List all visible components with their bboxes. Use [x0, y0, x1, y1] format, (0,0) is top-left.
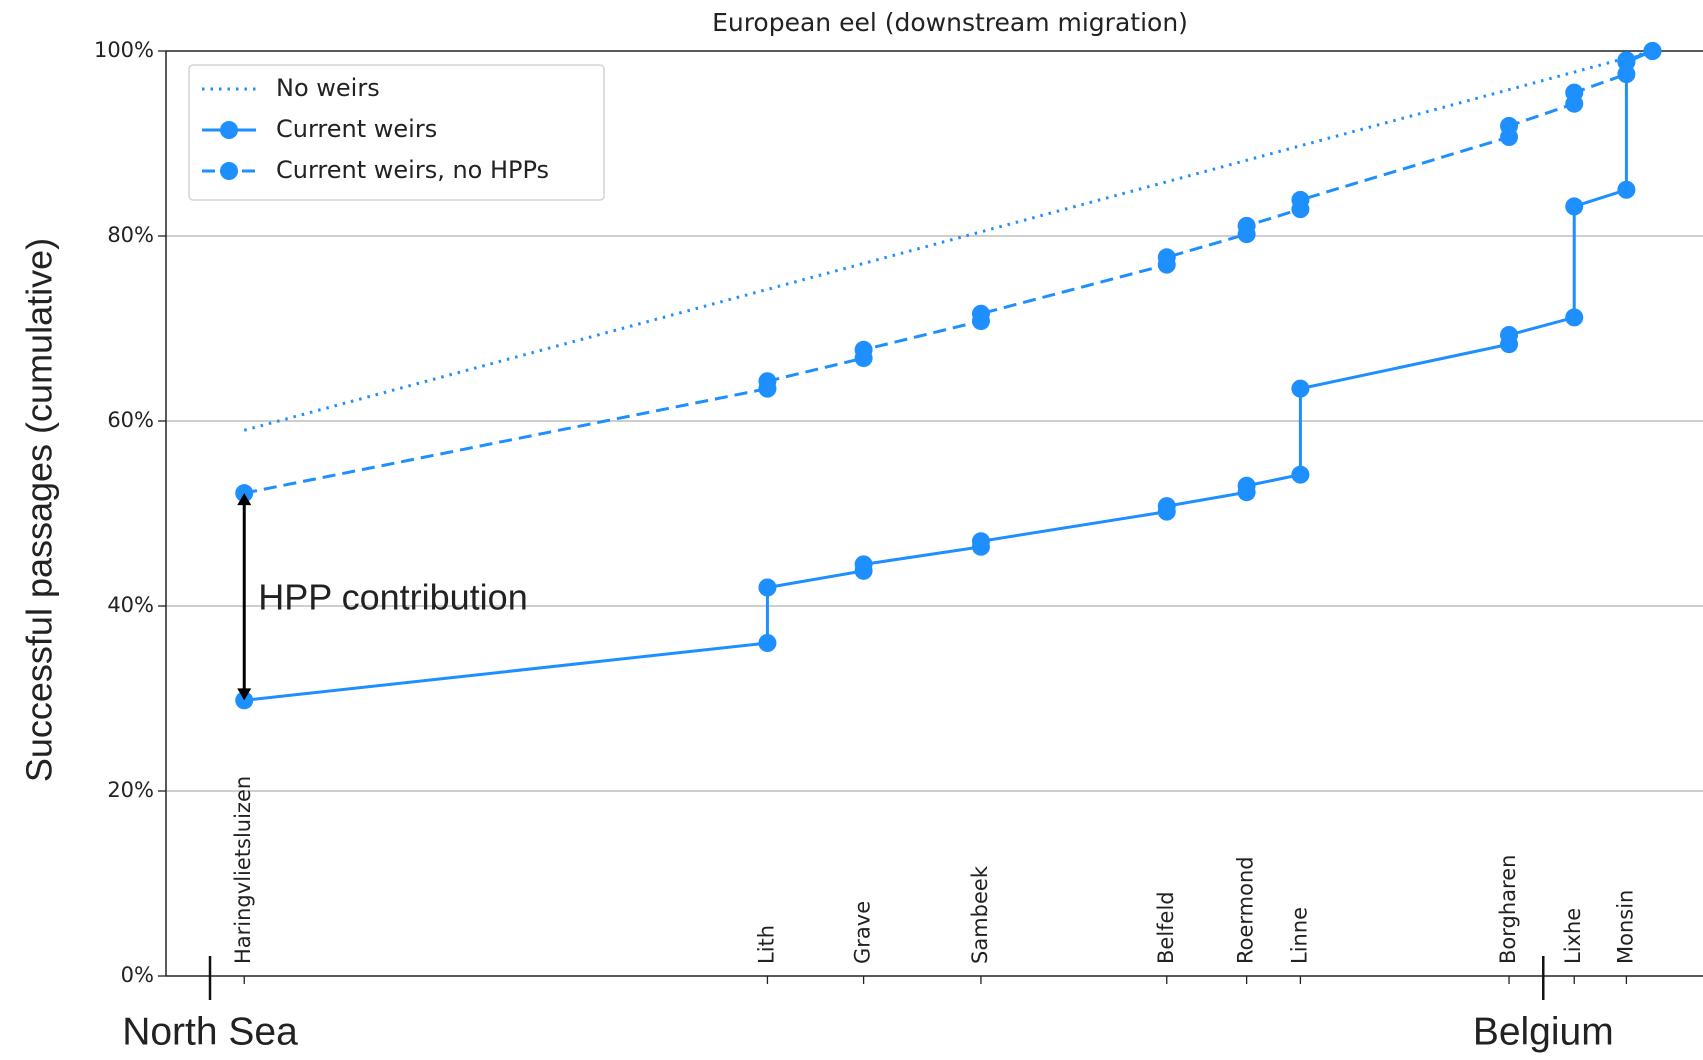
x-tick-label: Sambeek [968, 865, 992, 964]
x-tick-label: Linne [1287, 907, 1311, 964]
y-axis-label: Successful passages (cumulative) [19, 238, 60, 782]
point [1237, 216, 1256, 235]
x-tick-label: Haringvlietsluizen [231, 776, 255, 964]
annotation-text: HPP contribution [258, 576, 528, 617]
point [1617, 65, 1636, 84]
point [1565, 308, 1584, 327]
y-tick-label: 80% [107, 223, 154, 247]
point [1565, 197, 1584, 216]
legend-marker [220, 162, 238, 180]
legend-marker [220, 121, 238, 139]
legend: No weirs Current weirs Current weirs, no H… [188, 64, 605, 201]
point [1237, 476, 1256, 495]
point [1617, 51, 1636, 70]
region-label: Belgium [1473, 1010, 1614, 1053]
y-tick-label: 40% [107, 593, 154, 617]
point [1617, 180, 1636, 199]
y-tick-label: 20% [107, 778, 154, 802]
point [1500, 325, 1519, 344]
x-tick-label: Lixhe [1561, 908, 1585, 964]
point [854, 340, 873, 359]
point [1157, 248, 1176, 267]
point [971, 304, 990, 323]
point [758, 578, 777, 597]
x-tick-label: Belfeld [1154, 891, 1178, 964]
legend-box [188, 64, 605, 201]
legend-label: No weirs [276, 74, 380, 102]
chart-title: European eel (downstream migration) [712, 8, 1188, 37]
point [1291, 465, 1310, 484]
point [1157, 497, 1176, 516]
point [1291, 190, 1310, 209]
arrow-head [237, 688, 252, 701]
point [758, 372, 777, 391]
point [1500, 116, 1519, 135]
x-tick-label: Borgharen [1496, 855, 1520, 964]
point [854, 555, 873, 574]
point [1291, 379, 1310, 398]
y-tick-label: 60% [107, 408, 154, 432]
x-tick-label: Grave [851, 901, 875, 964]
point [1565, 83, 1584, 102]
y-tick-label: 0% [121, 963, 154, 987]
arrow-head [237, 493, 252, 506]
region-label: North Sea [122, 1010, 298, 1053]
legend-label: Current weirs [276, 115, 437, 143]
legend-label: Current weirs, no HPPs [276, 156, 549, 184]
y-tick-label: 100% [94, 38, 154, 62]
x-tick-label: Lith [754, 925, 778, 964]
point [1643, 42, 1662, 60]
point [758, 634, 777, 652]
point [971, 532, 990, 551]
x-tick-label: Monsin [1613, 890, 1637, 964]
x-tick-label: Roermond [1234, 856, 1258, 964]
